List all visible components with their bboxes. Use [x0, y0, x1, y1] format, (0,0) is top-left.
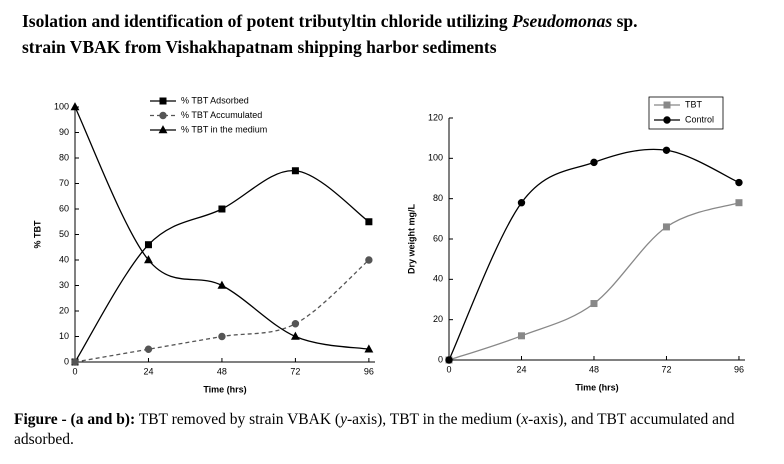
x-tick-label: 72 [290, 366, 300, 376]
marker [445, 356, 453, 364]
y-tick-label: 100 [428, 153, 443, 163]
legend-marker [663, 101, 671, 109]
caption-text: y [340, 411, 347, 428]
y-tick-label: 70 [59, 178, 69, 188]
figure-caption: Figure - (a and b): TBT removed by strai… [14, 410, 754, 450]
marker [517, 332, 525, 340]
marker [218, 205, 226, 213]
series-line [74, 259, 370, 363]
x-tick-label: 96 [734, 364, 744, 374]
y-tick-label: 80 [59, 152, 69, 162]
marker [217, 280, 227, 289]
legend-marker [159, 111, 167, 120]
x-tick-label: 0 [446, 364, 451, 374]
y-tick-label: 0 [64, 356, 69, 366]
marker [291, 320, 300, 328]
title-line: strain VBAK from Vishakhapatnam shipping… [22, 37, 497, 57]
caption-label: Figure - (a and b): [14, 411, 136, 428]
y-tick-label: 120 [428, 112, 443, 122]
y-tick-label: 90 [59, 127, 69, 137]
x-tick-label: 48 [589, 364, 599, 374]
legend-marker [158, 125, 168, 134]
y-tick-label: 80 [433, 193, 443, 203]
caption-text: -axis), TBT in the medium ( [346, 411, 522, 428]
marker [291, 167, 299, 175]
figure-title: Isolation and identification of potent t… [22, 8, 772, 60]
marker [590, 158, 598, 167]
caption-text: TBT removed by strain VBAK ( [135, 411, 341, 428]
x-tick-label: 24 [516, 364, 526, 374]
legend-label: % TBT Accumulated [181, 110, 262, 120]
marker [365, 256, 373, 264]
marker [290, 331, 300, 340]
x-tick-label: 24 [143, 366, 153, 376]
y-tick-label: 60 [433, 233, 443, 243]
series-line [74, 106, 369, 350]
series-line [448, 202, 740, 361]
legend-marker [159, 97, 167, 105]
marker [144, 255, 153, 264]
marker [735, 178, 743, 187]
y-tick-label: 40 [59, 254, 69, 264]
legend-label: TBT [685, 99, 703, 109]
y-tick-label: 20 [59, 305, 69, 315]
marker [735, 199, 743, 207]
title-text: Isolation and identification of potent t… [22, 11, 513, 31]
y-tick-label: 100 [54, 101, 69, 111]
legend-frame [648, 96, 724, 130]
title-text: sp. [612, 11, 638, 31]
marker [71, 358, 79, 366]
x-axis-label: Time (hrs) [575, 382, 618, 392]
y-tick-label: 10 [59, 331, 69, 341]
marker [144, 345, 153, 353]
y-tick-label: 60 [59, 203, 69, 213]
x-tick-label: 96 [364, 366, 374, 376]
x-tick-label: 72 [661, 364, 671, 374]
caption-text: -axis), and TBT accumulated and adsorbed… [14, 411, 735, 448]
title-text: Pseudomonas [512, 11, 613, 31]
y-tick-label: 50 [59, 229, 69, 239]
legend-label: Control [685, 114, 714, 124]
marker [590, 300, 598, 308]
y-tick-label: 40 [433, 274, 443, 284]
legend-marker [663, 116, 671, 124]
title-line: Isolation and identification of potent t… [22, 8, 772, 34]
marker [144, 241, 152, 249]
x-tick-label: 0 [72, 366, 77, 376]
y-tick-label: 0 [438, 354, 443, 364]
x-axis-label: Time (hrs) [203, 384, 246, 394]
y-tick-label: 20 [433, 314, 443, 324]
marker [517, 199, 526, 207]
x-tick-label: 48 [217, 366, 227, 376]
legend-label: % TBT in the medium [181, 124, 267, 134]
caption-text: x [521, 411, 529, 428]
y-axis-label: Dry weight mg/L [406, 204, 416, 275]
marker [365, 218, 373, 226]
marker [662, 146, 671, 154]
marker [662, 223, 670, 231]
legend-label: % TBT Adsorbed [181, 95, 249, 105]
series-line [448, 148, 740, 361]
y-axis-label: % TBT [32, 220, 42, 249]
marker [218, 332, 226, 341]
marker [364, 344, 374, 353]
marker [70, 102, 80, 111]
y-tick-label: 30 [59, 280, 69, 290]
